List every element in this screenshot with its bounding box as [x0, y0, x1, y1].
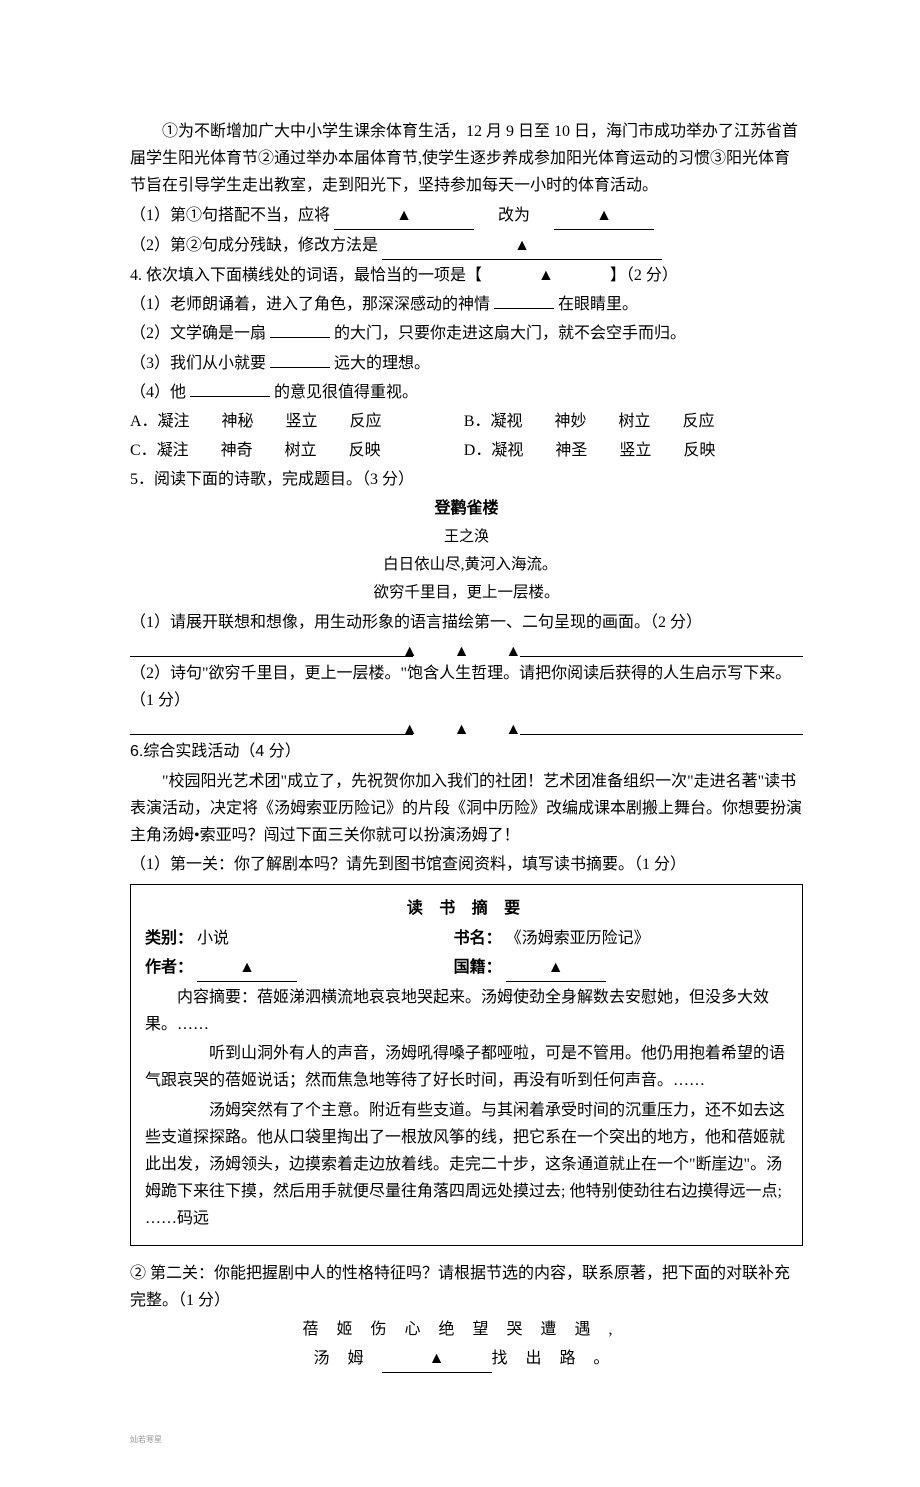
- q4-line4: （4）他 的意见很值得重视。: [130, 379, 803, 406]
- author-label: 作者：: [145, 959, 193, 976]
- q-sub-1: （1）第①句搭配不当，应将 ▲ 改为 ▲: [130, 202, 803, 230]
- answer-line-1[interactable]: ▲ ▲ ▲: [130, 638, 803, 660]
- q-sub-2-text: （2）第②句成分残缺，修改方法是: [130, 237, 378, 254]
- content-3: 汤姆突然有了个主意。附近有些支道。与其闲着承受时间的沉重压力，还不如去这些支道探…: [145, 1097, 788, 1233]
- q4-mark: ▲: [538, 267, 554, 284]
- q-sub-2: （2）第②句成分残缺，修改方法是 ▲: [130, 232, 803, 260]
- name-value: 《汤姆索亚历险记》: [506, 930, 650, 947]
- q4-stem-end: 】（2 分）: [610, 267, 678, 284]
- content-head: 内容摘要：蓓姬涕泗横流地哀哀地哭起来。汤姆使劲全身解数去安慰她，但没多大效果。……: [145, 984, 788, 1038]
- content-label: 内容摘要：: [177, 989, 257, 1006]
- poem-title: 登鹳雀楼: [130, 495, 803, 522]
- opt-c[interactable]: C．凝注 神奇 树立 反映: [130, 437, 460, 464]
- opt-a[interactable]: A．凝注 神秘 竖立 反应: [130, 408, 460, 435]
- cat-value: 小说: [197, 930, 229, 947]
- poem-author: 王之涣: [130, 525, 803, 551]
- q4-line1: （1）老师朗诵着，进入了角色，那深深感动的神情 在眼睛里。: [130, 291, 803, 318]
- q6-sub1: （1）第一关：你了解剧本吗？请先到图书馆查阅资料，填写读书摘要。（1 分）: [130, 851, 803, 878]
- couplet-line-1: 蓓姬伤心绝望哭遭遇,: [130, 1316, 803, 1343]
- reading-summary-box: 读 书 摘 要 类别： 小说 书名： 《汤姆索亚历险记》 作者： ▲ 国籍： ▲…: [130, 884, 803, 1245]
- blank-1a[interactable]: ▲: [334, 202, 474, 230]
- blank-q4-1[interactable]: [494, 308, 554, 309]
- couplet-blank[interactable]: ▲: [382, 1345, 492, 1373]
- q4-l2b: 的大门，只要你走进这扇大门，就不会空手而归。: [334, 325, 686, 342]
- content-2: 听到山洞外有人的声音，汤姆吼得嗓子都哑啦，可是不管用。他仍用抱着希望的语气跟哀哭…: [145, 1040, 788, 1094]
- q5-sub2: （2）诗句"欲穷千里目，更上一层楼。"饱含人生哲理。请把你阅读后获得的人生启示写…: [130, 660, 803, 714]
- answer-line-2[interactable]: ▲ ▲ ▲: [130, 716, 803, 738]
- box-row-2: 作者： ▲ 国籍： ▲: [145, 954, 788, 982]
- poem-line-2: 欲穷千里目，更上一层楼。: [130, 580, 803, 606]
- q6-paragraph: "校园阳光艺术团"成立了，先祝贺你加入我们的社团！艺术团准备组织一次"走进名著"…: [130, 768, 803, 850]
- tri-marks-1: ▲ ▲ ▲: [130, 638, 803, 665]
- opt-b[interactable]: B．凝视 神妙 树立 反应: [464, 408, 715, 435]
- name-label: 书名：: [454, 930, 502, 947]
- q4-stem: 4. 依次填入下面横线处的词语，最恰当的一项是【 ▲ 】（2 分）: [130, 262, 803, 289]
- q4-l1b: 在眼睛里。: [558, 296, 638, 313]
- tri-marks-2: ▲ ▲ ▲: [130, 716, 803, 743]
- nation-label: 国籍：: [454, 959, 502, 976]
- author-blank[interactable]: ▲: [197, 954, 297, 982]
- q4-choices-row1: A．凝注 神秘 竖立 反应 B．凝视 神妙 树立 反应: [130, 408, 803, 435]
- q5-stem: 5．阅读下面的诗歌，完成题目。（3 分）: [130, 466, 803, 493]
- nation-blank[interactable]: ▲: [506, 954, 606, 982]
- q6-sub2: ② 第二关：你能把握剧中人的性格特征吗？请根据节选的内容，联系原著，把下面的对联…: [130, 1260, 803, 1314]
- q4-l3b: 远大的理想。: [334, 355, 430, 372]
- q4-line2: （2）文学确是一扇 的大门，只要你走进这扇大门，就不会空手而归。: [130, 320, 803, 347]
- q4-stem-text: 4. 依次填入下面横线处的词语，最恰当的一项是【: [130, 267, 482, 284]
- q-sub-1-conj: 改为: [498, 207, 530, 224]
- couplet-2b: 找出路｡: [492, 1350, 620, 1367]
- couplet-line-2: 汤姆▲找出路｡: [130, 1345, 803, 1373]
- space: [486, 267, 534, 284]
- couplet-2a: 汤姆: [313, 1350, 381, 1367]
- q4-l2a: （2）文学确是一扇: [130, 325, 266, 342]
- box-title: 读 书 摘 要: [145, 895, 788, 922]
- q4-choices-row2: C．凝注 神奇 树立 反映 D．凝视 神圣 竖立 反映: [130, 437, 803, 464]
- q-sub-1-text: （1）第①句搭配不当，应将: [130, 207, 330, 224]
- q4-l1a: （1）老师朗诵着，进入了角色，那深深感动的神情: [130, 296, 490, 313]
- poem-line-1: 白日依山尽,黄河入海流｡: [130, 552, 803, 578]
- q4-line3: （3）我们从小就要 远大的理想。: [130, 350, 803, 377]
- cat-label: 类别：: [145, 930, 193, 947]
- blank-2[interactable]: ▲: [382, 232, 662, 260]
- q-sub-1-mid: [478, 207, 494, 224]
- box-row-1: 类别： 小说 书名： 《汤姆索亚历险记》: [145, 925, 788, 952]
- opt-d[interactable]: D．凝视 神圣 竖立 反映: [464, 437, 716, 464]
- q4-l4b: 的意见很值得重视。: [274, 384, 418, 401]
- blank-q4-3[interactable]: [270, 367, 330, 368]
- blank-q4-4[interactable]: [190, 396, 270, 397]
- q4-l3a: （3）我们从小就要: [130, 355, 266, 372]
- q5-sub1: （1）请展开联想和想像，用生动形象的语言描绘第一、二句呈现的画面。（2 分）: [130, 609, 803, 636]
- blank-1b[interactable]: ▲: [554, 202, 654, 230]
- space: [558, 267, 606, 284]
- q4-l4a: （4）他: [130, 384, 186, 401]
- footer-mark: 灿若寒星: [130, 1433, 803, 1447]
- blank-q4-2[interactable]: [270, 337, 330, 338]
- intro-paragraph: ①为不断增加广大中小学生课余体育生活，12 月 9 日至 10 日，海门市成功举…: [130, 118, 803, 200]
- space: [534, 207, 550, 224]
